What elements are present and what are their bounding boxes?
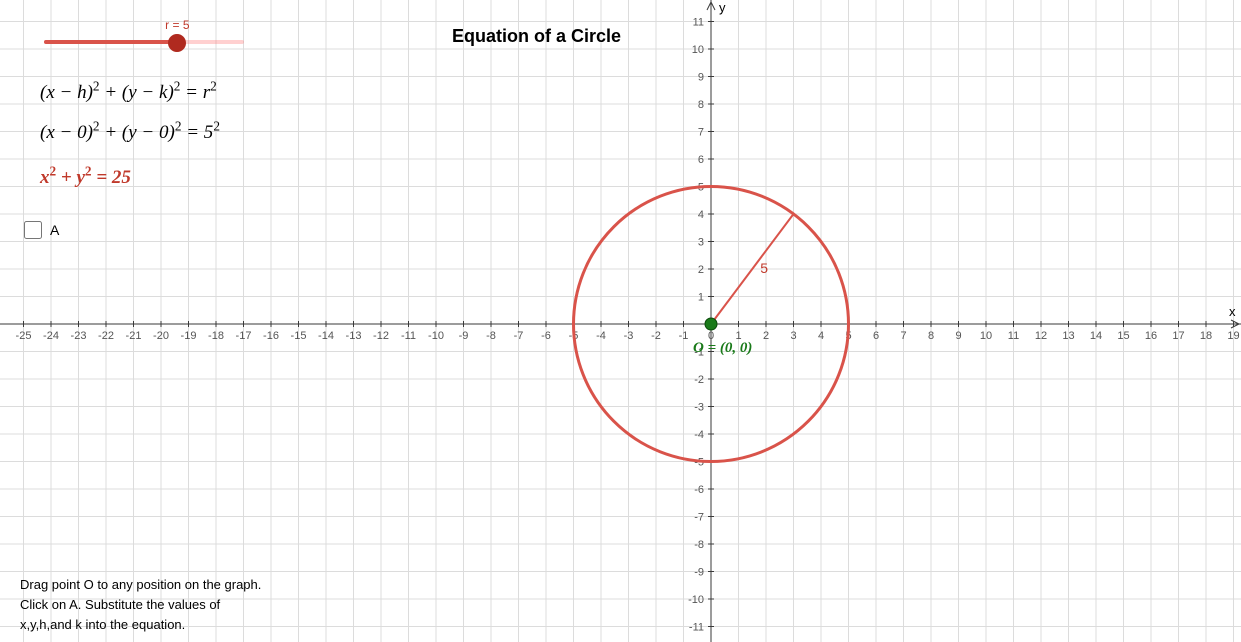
radius-slider-label: r = 5: [165, 18, 189, 32]
svg-text:1: 1: [698, 292, 704, 304]
svg-text:8: 8: [698, 99, 704, 111]
svg-text:9: 9: [955, 330, 961, 342]
equation-result: x2 + y2 = 25: [40, 167, 131, 189]
svg-text:-2: -2: [651, 330, 661, 342]
svg-text:-6: -6: [541, 330, 551, 342]
slider-track-fg: [44, 40, 177, 44]
center-point-O[interactable]: [705, 318, 717, 330]
slider-handle[interactable]: [168, 34, 186, 52]
svg-text:-2: -2: [694, 374, 704, 386]
instructions-text: Drag point O to any position on the grap…: [20, 575, 261, 635]
svg-text:11: 11: [1008, 330, 1019, 342]
svg-text:15: 15: [1117, 330, 1129, 342]
equation-general: (x − h)2 + (y − k)2 = r2: [40, 82, 217, 104]
svg-text:-11: -11: [401, 330, 416, 342]
page-title: Equation of a Circle: [452, 26, 621, 47]
svg-text:-3: -3: [624, 330, 634, 342]
svg-text:6: 6: [698, 154, 704, 166]
svg-text:y: y: [719, 0, 726, 15]
svg-text:-25: -25: [16, 330, 32, 342]
svg-text:-23: -23: [71, 330, 87, 342]
svg-text:19: 19: [1227, 330, 1239, 342]
svg-text:7: 7: [698, 127, 704, 139]
svg-text:6: 6: [873, 330, 879, 342]
svg-text:-14: -14: [318, 330, 334, 342]
svg-text:13: 13: [1062, 330, 1074, 342]
radius-label: 5: [760, 260, 768, 276]
svg-text:7: 7: [900, 330, 906, 342]
svg-text:-4: -4: [694, 429, 704, 441]
checkbox-A-wrap: A: [20, 218, 59, 242]
equation-substituted: (x − 0)2 + (y − 0)2 = 52: [40, 122, 220, 144]
svg-text:-18: -18: [208, 330, 224, 342]
svg-text:-4: -4: [596, 330, 606, 342]
svg-text:-10: -10: [688, 594, 704, 606]
checkbox-A-label: A: [50, 222, 59, 238]
svg-text:4: 4: [698, 209, 704, 221]
svg-text:2: 2: [698, 264, 704, 276]
svg-text:-7: -7: [694, 512, 704, 524]
svg-text:17: 17: [1172, 330, 1184, 342]
svg-text:9: 9: [698, 72, 704, 84]
svg-text:8: 8: [928, 330, 934, 342]
svg-text:-20: -20: [153, 330, 169, 342]
svg-text:18: 18: [1200, 330, 1212, 342]
svg-text:-12: -12: [373, 330, 389, 342]
svg-text:3: 3: [698, 237, 704, 249]
svg-text:3: 3: [790, 330, 796, 342]
radius-slider[interactable]: r = 5: [44, 40, 244, 44]
svg-text:14: 14: [1090, 330, 1102, 342]
svg-text:-16: -16: [263, 330, 279, 342]
svg-text:-9: -9: [459, 330, 469, 342]
svg-text:-6: -6: [694, 484, 704, 496]
svg-text:-24: -24: [43, 330, 59, 342]
checkbox-A[interactable]: [24, 221, 42, 239]
svg-text:-11: -11: [689, 622, 704, 634]
svg-text:4: 4: [818, 330, 824, 342]
svg-text:-21: -21: [126, 330, 142, 342]
svg-text:12: 12: [1035, 330, 1047, 342]
svg-text:-17: -17: [236, 330, 252, 342]
svg-text:-10: -10: [428, 330, 444, 342]
svg-text:2: 2: [763, 330, 769, 342]
svg-text:-1: -1: [679, 330, 689, 342]
svg-text:-3: -3: [694, 402, 704, 414]
svg-text:11: 11: [693, 17, 704, 29]
svg-text:-8: -8: [694, 539, 704, 551]
svg-text:10: 10: [980, 330, 992, 342]
svg-text:-13: -13: [346, 330, 362, 342]
svg-text:16: 16: [1145, 330, 1157, 342]
svg-text:-7: -7: [514, 330, 524, 342]
svg-text:10: 10: [692, 44, 704, 56]
center-label: O = (0, 0): [693, 340, 752, 356]
svg-text:-19: -19: [181, 330, 197, 342]
svg-text:-9: -9: [694, 567, 704, 579]
svg-text:x: x: [1229, 304, 1236, 319]
svg-text:-8: -8: [486, 330, 496, 342]
svg-text:-15: -15: [291, 330, 307, 342]
svg-text:-22: -22: [98, 330, 114, 342]
